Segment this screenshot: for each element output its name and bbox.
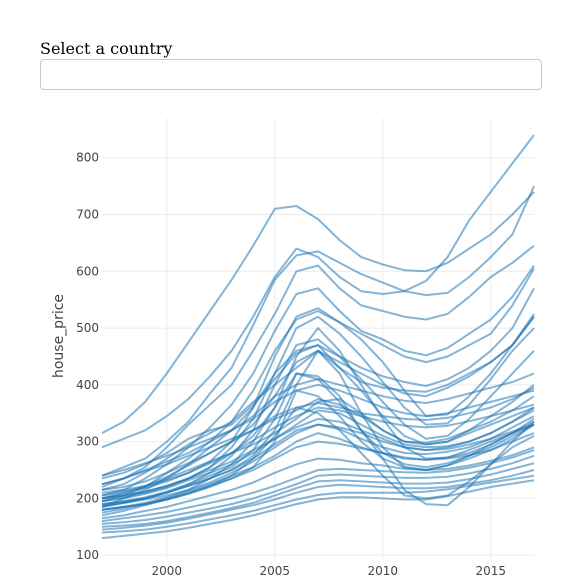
x-tick-label: 2015 bbox=[476, 564, 507, 578]
x-tick-label: 2005 bbox=[260, 564, 291, 578]
y-tick-label: 500 bbox=[76, 321, 99, 335]
series-line-3 bbox=[101, 244, 535, 488]
series-line-0 bbox=[101, 191, 535, 434]
x-tick-label: 2010 bbox=[368, 564, 399, 578]
series-line-15 bbox=[101, 409, 535, 503]
series-line-5 bbox=[101, 267, 535, 503]
series-line-2 bbox=[101, 185, 535, 477]
series-line-7 bbox=[101, 313, 535, 480]
axis-ticks: 2000 2005 2010 2015 100 200 300 400 500 600 700 800 bbox=[76, 151, 506, 578]
series-lines bbox=[101, 134, 535, 540]
y-tick-label: 200 bbox=[76, 491, 99, 505]
y-axis-title: house_price bbox=[51, 294, 67, 378]
country-select-label: Select a country bbox=[40, 39, 173, 58]
series-line-26 bbox=[101, 454, 535, 525]
series-line-35 bbox=[101, 406, 535, 511]
series-line-33 bbox=[101, 338, 535, 506]
series-line-24 bbox=[101, 446, 535, 520]
y-tick-label: 600 bbox=[76, 264, 99, 278]
y-tick-label: 800 bbox=[76, 151, 99, 165]
series-line-37 bbox=[101, 403, 535, 500]
series-line-27 bbox=[101, 462, 535, 528]
y-tick-label: 100 bbox=[76, 548, 99, 562]
series-line-36 bbox=[101, 423, 535, 507]
y-tick-label: 400 bbox=[76, 378, 99, 392]
series-line-13 bbox=[101, 395, 535, 497]
series-line-34 bbox=[101, 372, 535, 511]
series-line-28 bbox=[101, 469, 535, 531]
country-select-dropdown[interactable] bbox=[40, 59, 542, 90]
series-line-25 bbox=[101, 449, 535, 523]
series-line-22 bbox=[101, 349, 535, 500]
series-line-10 bbox=[101, 383, 535, 486]
x-tick-label: 2000 bbox=[152, 564, 183, 578]
series-line-32 bbox=[101, 315, 535, 500]
y-tick-label: 700 bbox=[76, 208, 99, 222]
series-line-17 bbox=[101, 418, 535, 514]
series-line-1 bbox=[101, 134, 535, 449]
y-tick-label: 300 bbox=[76, 435, 99, 449]
